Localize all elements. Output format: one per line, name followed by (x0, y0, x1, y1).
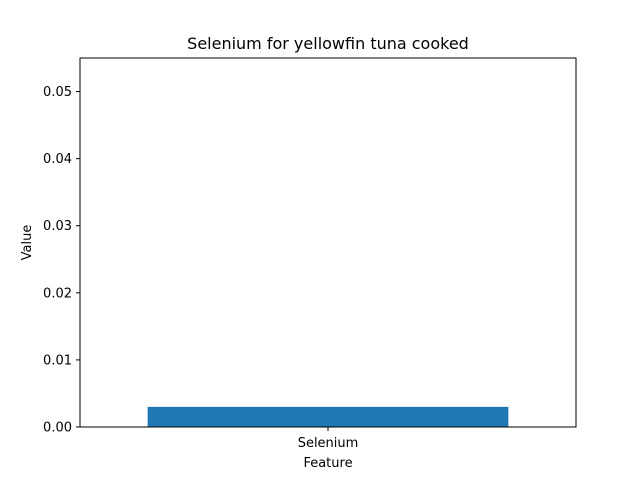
y-tick-label: 0.00 (43, 421, 72, 436)
bars-layer (147, 406, 509, 427)
x-axis-ticks: Selenium (298, 427, 359, 451)
y-tick-label: 0.03 (43, 219, 72, 234)
x-axis-label: Feature (303, 456, 352, 471)
y-tick-label: 0.05 (43, 85, 72, 100)
x-tick-label: Selenium (298, 436, 359, 451)
y-axis-ticks: 0.00 0.01 0.02 0.03 0.04 0.05 (43, 85, 80, 436)
y-axis-label: Value (20, 225, 35, 261)
y-tick-label: 0.02 (43, 286, 72, 301)
bar-selenium (147, 406, 509, 427)
y-tick-label: 0.01 (43, 353, 72, 368)
chart-title: Selenium for yellowfin tuna cooked (187, 34, 469, 53)
plot-frame (79, 57, 577, 428)
y-tick-label: 0.04 (43, 152, 72, 167)
